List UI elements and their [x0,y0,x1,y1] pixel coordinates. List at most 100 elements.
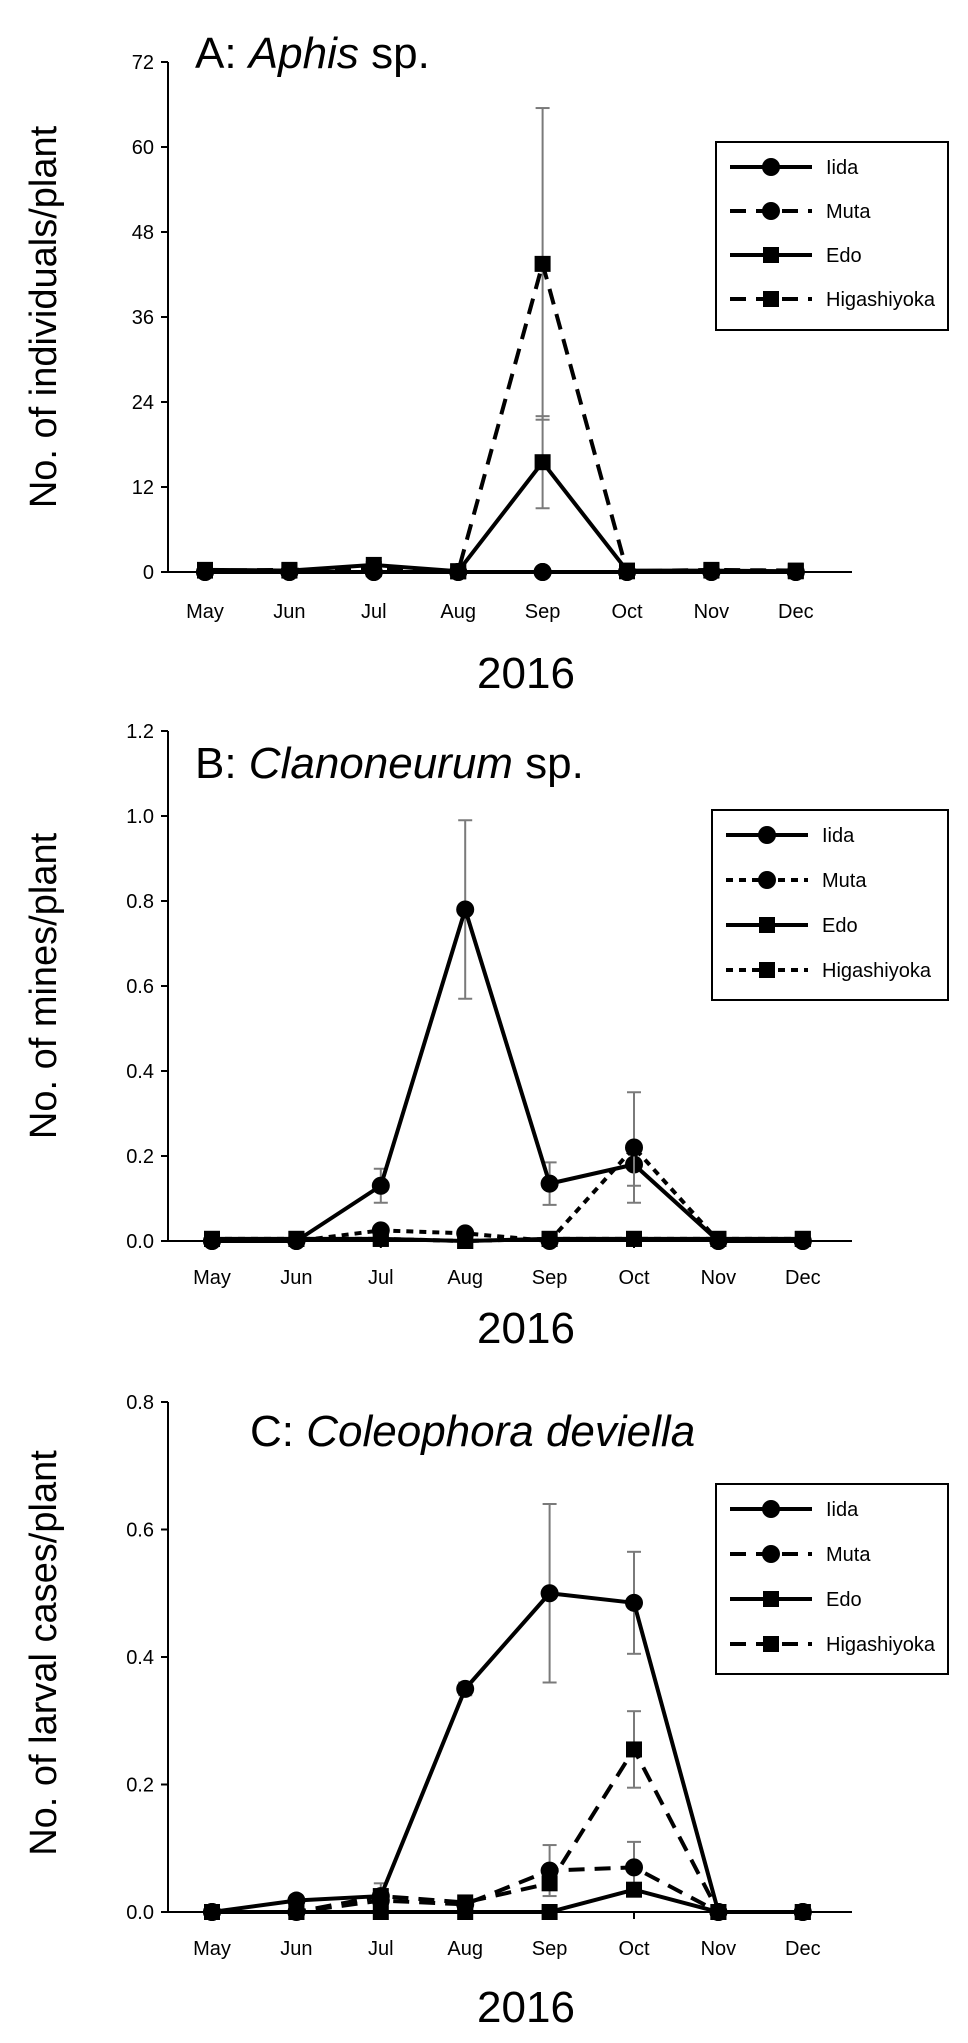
x-tick-label: Sep [525,601,561,623]
legend-label: Edo [826,245,862,267]
data-point [625,1858,643,1877]
panel-title: C: Coleophora deviella [250,1407,695,1456]
data-point [540,1174,559,1193]
panel-letter: A: [195,29,249,78]
panel-taxon: Clanoneurum [249,739,513,788]
series-edo [197,415,804,580]
legend-label: Edo [822,915,858,937]
x-tick-label: Oct [618,1938,650,1960]
y-tick-label: 0.4 [126,1647,154,1669]
x-tick-label: Jul [368,1267,394,1289]
data-point [710,1904,727,1920]
data-point [541,1875,558,1892]
data-point [710,1230,727,1247]
data-point [371,1176,390,1195]
panel-a: 0 12 24 36 48 60 72 May Jun Jul Aug Sep Oct Nov Dec A: … [23,29,949,698]
legend-label: Iida [826,1499,859,1521]
series-line [212,1236,803,1243]
panel-taxon: Aphis [246,29,359,78]
legend-label: Iida [826,157,859,179]
x-tick-label: Nov [694,601,730,623]
data-point [456,900,475,919]
data-point [625,1138,643,1157]
data-point [540,1584,559,1603]
legend-marker [762,1545,780,1563]
y-axis-title: No. of larval cases/plant [23,1450,65,1856]
data-point [204,1904,220,1920]
legend-label: Muta [826,201,871,223]
data-point [372,1904,389,1920]
series-line [212,1865,803,1914]
panel-letter: C: [250,1407,306,1456]
data-point [626,1230,642,1247]
data-point [619,563,635,580]
y-tick-label: 72 [132,52,154,74]
x-tick-label: Nov [701,1267,737,1289]
data-point [534,454,551,471]
data-point [288,1904,305,1920]
x-tick-label: Oct [618,1267,650,1289]
legend-marker [762,1500,780,1518]
legend-label: Higashiyoka [826,1634,936,1656]
y-tick-label: 0.0 [126,1231,154,1253]
y-axis-title: No. of individuals/plant [23,125,65,508]
data-point [625,1593,643,1612]
y-tick-label: 24 [132,392,154,414]
x-tick-label: May [193,1267,231,1289]
x-tick-label: Sep [532,1938,568,1960]
legend: Iida Muta Edo Higashiyoka [715,141,949,331]
x-tick-label: Jun [273,601,305,623]
series-line [204,261,796,574]
data-point [197,562,213,579]
panel-title: A: Aphis sp. [195,29,430,78]
data-point [541,1904,558,1920]
x-tick-label: Sep [532,1267,568,1289]
data-point [626,1741,642,1758]
legend: Iida Muta Edo Higashiyoka [715,1483,949,1675]
data-point [456,1679,475,1698]
legend-label: Muta [822,870,867,892]
series-line [212,1887,803,1914]
y-tick-label: 48 [132,222,154,244]
x-tick-label: Jul [368,1938,394,1960]
legend-marker [762,202,780,220]
x-tick-label: May [193,1938,231,1960]
legend-marker [762,158,780,176]
data-point [457,1894,474,1911]
series-line [212,907,803,1243]
y-tick-label: 0.4 [126,1061,154,1083]
y-tick-label: 0.8 [126,891,154,913]
x-tick-label: Oct [611,601,643,623]
y-tick-label: 0.2 [126,1146,154,1168]
data-point [288,1230,305,1247]
y-tick-label: 1.0 [126,806,154,828]
data-point [787,562,804,579]
legend: Iida Muta Edo Higashiyoka [711,809,949,1001]
data-point [533,563,552,581]
legend-label: Muta [826,1544,871,1566]
panel-suffix: sp. [513,739,584,788]
data-point [541,1230,558,1247]
x-tick-label: Dec [778,601,814,623]
y-tick-label: 0 [143,562,154,584]
legend-marker [759,917,775,933]
legend-marker [763,291,779,307]
x-tick-label: Jun [280,1938,312,1960]
legend-label: Higashiyoka [826,289,936,311]
x-tick-label: Jun [280,1267,312,1289]
series-muta [203,1091,812,1250]
legend-marker [763,247,779,263]
x-axis-title: 2016 [477,1983,575,2032]
panel-suffix: sp. [359,29,430,78]
data-point [534,255,551,272]
y-tick-label: 0.2 [126,1775,154,1797]
y-tick-label: 0.0 [126,1902,154,1924]
series-line [211,1591,803,1914]
legend-box [711,809,949,1001]
x-tick-label: Aug [440,601,476,623]
data-point [281,561,298,578]
x-tick-label: Aug [447,1267,483,1289]
y-tick-label: 12 [132,477,154,499]
series-higashiyoka [204,1230,811,1249]
